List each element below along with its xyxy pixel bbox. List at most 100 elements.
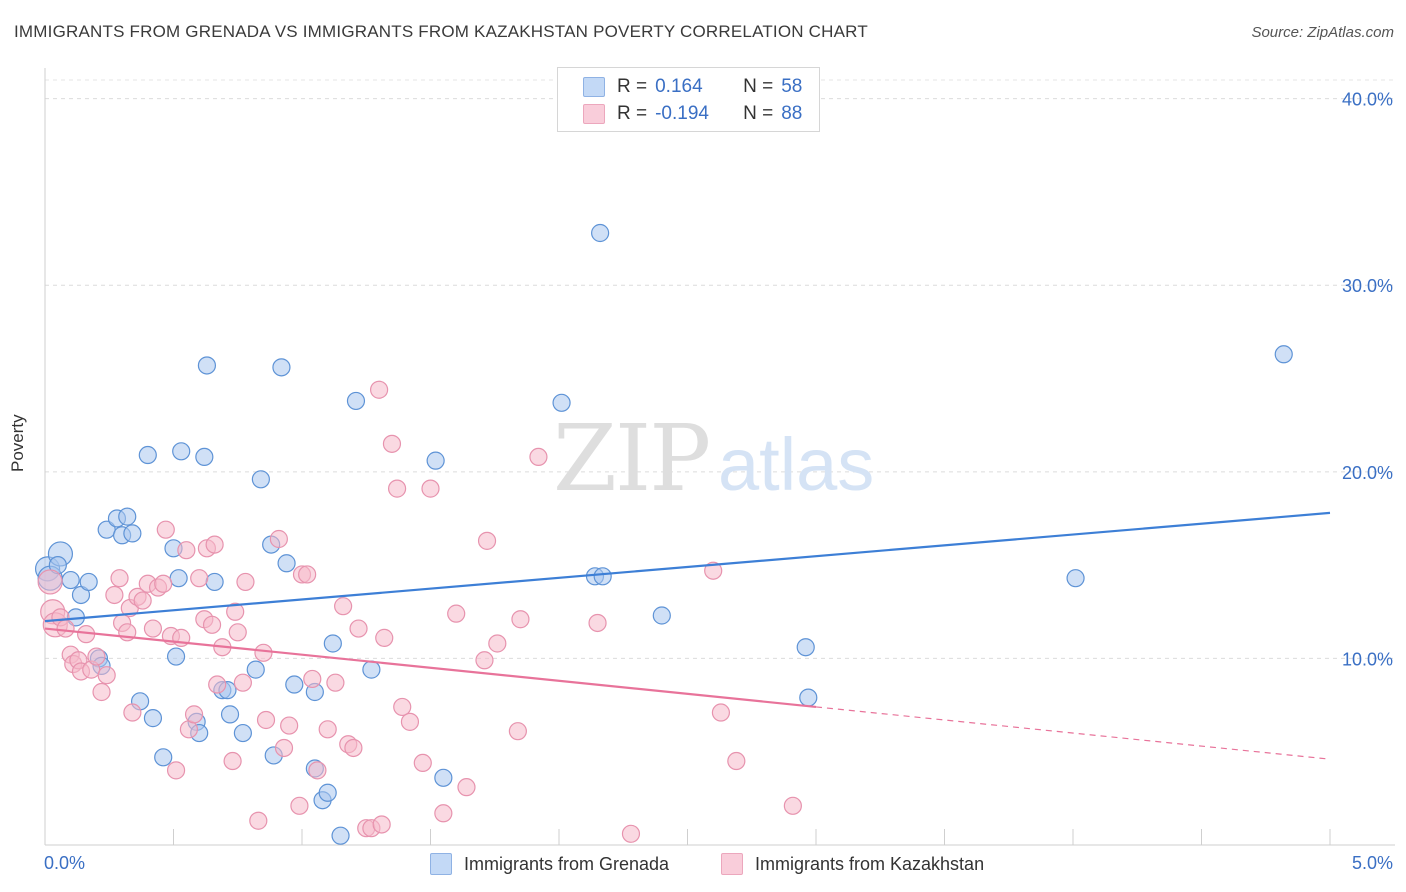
data-point-grenada	[220, 705, 240, 724]
data-point-grenada	[169, 569, 188, 588]
data-point-kazakhstan	[588, 613, 607, 633]
data-point-kazakhstan	[105, 585, 124, 605]
data-point-kazakhstan	[290, 796, 309, 815]
data-point-kazakhstan	[477, 531, 497, 550]
data-point-kazakhstan	[269, 529, 288, 549]
data-point-kazakhstan	[190, 569, 209, 588]
data-point-grenada	[285, 675, 304, 694]
data-point-kazakhstan	[249, 811, 268, 830]
data-point-grenada	[593, 567, 612, 586]
legend-n-label: N =	[743, 103, 774, 124]
data-point-kazakhstan	[372, 815, 391, 834]
legend-row-grenada: R = 0.164 N = 58	[583, 74, 802, 100]
series-legend-grenada: Immigrants from Grenada	[430, 852, 669, 876]
legend-swatch-grenada	[430, 853, 452, 875]
y-tick-label: 20.0%	[1342, 463, 1393, 483]
data-point-kazakhstan	[457, 778, 476, 797]
trend-line-kazakhstan	[44, 627, 817, 709]
data-point-kazakhstan	[177, 541, 196, 560]
data-point-kazakhstan	[133, 591, 152, 610]
legend-r-value: -0.194	[655, 103, 709, 124]
data-point-kazakhstan	[326, 673, 345, 692]
trend-line-dashed-kazakhstan	[815, 706, 1331, 760]
data-point-kazakhstan	[621, 824, 641, 843]
data-point-grenada	[1274, 345, 1293, 364]
y-tick-label: 10.0%	[1342, 649, 1393, 669]
data-point-grenada	[61, 570, 80, 590]
x-tick-label: 5.0%	[1352, 853, 1393, 873]
data-point-kazakhstan	[704, 561, 723, 580]
data-point-kazakhstan	[143, 619, 163, 638]
data-point-kazakhstan	[156, 520, 175, 539]
data-point-kazakhstan	[274, 738, 294, 758]
data-point-kazakhstan	[166, 761, 186, 780]
data-point-kazakhstan	[488, 634, 507, 653]
trend-line-grenada	[44, 511, 1331, 623]
data-point-kazakhstan	[393, 697, 412, 717]
legend-r-label: R =	[617, 76, 648, 97]
data-point-grenada	[362, 660, 381, 679]
legend-r-label: R =	[617, 103, 648, 124]
data-point-kazakhstan	[413, 753, 432, 773]
data-point-kazakhstan	[334, 597, 353, 616]
data-point-kazakhstan	[123, 703, 142, 722]
data-point-grenada	[123, 524, 142, 543]
data-point-kazakhstan	[280, 716, 299, 735]
data-point-grenada	[318, 783, 337, 802]
data-point-kazakhstan	[508, 722, 527, 741]
data-point-kazakhstan	[202, 615, 222, 634]
data-point-kazakhstan	[783, 796, 802, 815]
data-point-kazakhstan	[434, 804, 453, 823]
data-point-kazakhstan	[223, 751, 242, 771]
y-tick-label: 40.0%	[1342, 90, 1393, 110]
data-point-kazakhstan	[110, 569, 129, 588]
data-point-kazakhstan	[298, 565, 317, 584]
watermark-zip: ZIP	[553, 405, 709, 512]
data-point-kazakhstan	[382, 434, 402, 453]
data-point-kazakhstan	[205, 535, 224, 554]
data-point-kazakhstan	[387, 479, 407, 498]
legend-swatch-kazakhstan	[583, 104, 605, 124]
legend-row-kazakhstan: R = -0.194 N = 88	[583, 101, 802, 127]
data-point-kazakhstan	[511, 610, 530, 629]
legend-r-value: 0.164	[655, 76, 703, 97]
data-point-grenada	[172, 442, 191, 461]
data-point-kazakhstan	[318, 720, 337, 739]
y-tick-label: 30.0%	[1342, 276, 1393, 296]
data-point-grenada	[799, 688, 818, 707]
legend-swatch-kazakhstan	[721, 853, 743, 875]
data-point-kazakhstan	[349, 619, 368, 638]
data-point-kazakhstan	[226, 602, 245, 621]
data-point-kazakhstan	[400, 712, 420, 731]
data-point-kazakhstan	[37, 569, 63, 595]
data-point-kazakhstan	[87, 647, 106, 666]
data-point-kazakhstan	[184, 705, 204, 724]
data-point-grenada	[195, 447, 214, 467]
data-point-kazakhstan	[97, 666, 116, 685]
data-point-kazakhstan	[256, 710, 276, 730]
chart-title: IMMIGRANTS FROM GRENADA VS IMMIGRANTS FR…	[14, 22, 868, 41]
data-point-kazakhstan	[92, 682, 111, 702]
data-point-grenada	[118, 507, 137, 526]
data-point-grenada	[272, 358, 291, 377]
legend-n-value: 88	[781, 103, 803, 124]
source-label: Source: ZipAtlas.com	[1251, 24, 1394, 41]
data-point-kazakhstan	[56, 619, 75, 638]
data-point-kazakhstan	[233, 673, 252, 692]
data-point-grenada	[233, 723, 252, 743]
data-point-grenada	[246, 660, 265, 679]
data-point-grenada	[346, 391, 366, 411]
legend-n-label: N =	[743, 76, 774, 97]
data-point-kazakhstan	[727, 751, 746, 771]
data-point-kazakhstan	[421, 479, 440, 498]
legend-swatch-grenada	[583, 77, 605, 97]
data-point-grenada	[166, 647, 186, 666]
data-point-grenada	[251, 470, 270, 489]
data-point-grenada	[154, 748, 173, 767]
data-point-grenada	[205, 572, 224, 592]
data-point-kazakhstan	[370, 380, 389, 399]
legend-label-kazakhstan: Immigrants from Kazakhstan	[755, 853, 985, 874]
data-point-grenada	[197, 356, 217, 375]
data-point-grenada	[1066, 569, 1085, 588]
